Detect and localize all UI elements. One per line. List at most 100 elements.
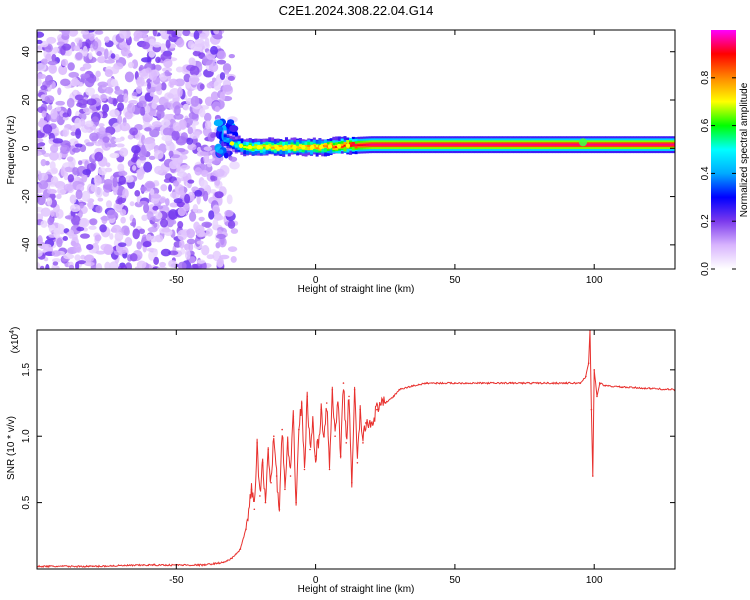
signal-band-segment xyxy=(399,143,403,146)
signal-band-segment xyxy=(471,143,475,146)
signal-band-segment xyxy=(454,143,458,146)
signal-band-segment xyxy=(413,143,417,146)
noise-blob xyxy=(165,39,171,49)
noise-blob xyxy=(46,36,57,44)
noise-blob xyxy=(38,172,49,182)
spectrogram-ytick-label: -20 xyxy=(21,189,32,204)
noise-blob xyxy=(88,225,97,230)
noise-blob xyxy=(127,61,134,69)
snr-multiplier-label: (x104) xyxy=(9,327,21,354)
colorbar-tick-label: 0.6 xyxy=(700,118,711,132)
noise-blob xyxy=(72,89,78,95)
transition-blob xyxy=(223,152,229,159)
snr-ytick-label: 1.5 xyxy=(21,362,32,376)
noise-blob xyxy=(132,165,137,171)
noise-blob xyxy=(66,97,75,108)
snr-point xyxy=(537,382,540,384)
snr-plot-frame xyxy=(36,329,676,570)
signal-band-segment xyxy=(491,143,495,146)
signal-band-segment xyxy=(496,143,500,146)
noise-blob xyxy=(37,39,43,44)
signal-band-segment xyxy=(343,142,347,152)
snr-point xyxy=(481,382,484,384)
snr-point xyxy=(259,495,261,497)
noise-blob xyxy=(179,119,187,130)
snr-point xyxy=(331,388,334,391)
noise-blob xyxy=(37,235,43,247)
noise-blob xyxy=(67,62,75,71)
signal-band-segment xyxy=(610,143,614,146)
noise-blob xyxy=(203,146,213,152)
noise-blob xyxy=(77,81,84,87)
snr-point xyxy=(596,395,598,398)
snr-point xyxy=(592,475,594,477)
noise-blob xyxy=(194,38,205,48)
signal-band-segment xyxy=(505,143,509,146)
snr-point xyxy=(261,461,264,464)
snr-point xyxy=(275,475,278,477)
signal-band-segment xyxy=(382,143,386,146)
noise-blob xyxy=(136,158,141,169)
noise-blob xyxy=(97,167,107,176)
noise-blob xyxy=(177,229,188,241)
noise-blob xyxy=(176,38,185,48)
noise-blob xyxy=(153,249,158,257)
noise-blob xyxy=(121,249,127,255)
noise-blob xyxy=(222,63,232,73)
snr-ylabel: SNR (10 * v/v) xyxy=(6,416,17,480)
snr-point xyxy=(649,387,651,390)
noise-blob xyxy=(131,145,141,154)
signal-band-segment xyxy=(234,142,238,148)
snr-point xyxy=(412,384,414,387)
noise-blob xyxy=(95,70,101,78)
signal-band-segment xyxy=(624,143,628,146)
signal-band-segment xyxy=(569,143,573,146)
noise-blob xyxy=(209,45,218,55)
noise-blob xyxy=(53,227,61,239)
noise-blob xyxy=(40,220,48,228)
noise-blob xyxy=(187,179,195,184)
noise-blob xyxy=(123,93,129,104)
noise-blob xyxy=(208,210,215,220)
noise-blob xyxy=(149,92,155,97)
noise-blob xyxy=(147,226,158,233)
noise-blob xyxy=(182,30,191,37)
noise-blob xyxy=(179,154,188,160)
noise-blob xyxy=(173,198,183,204)
noise-blob xyxy=(46,114,51,122)
noise-blob xyxy=(94,30,104,35)
noise-blob xyxy=(81,190,91,202)
noise-blob xyxy=(50,176,59,186)
noise-blob xyxy=(188,74,200,86)
noise-blob xyxy=(88,52,93,60)
noise-blob xyxy=(156,109,165,119)
signal-peak xyxy=(310,144,315,150)
noise-blob xyxy=(190,95,200,107)
noise-blob xyxy=(104,261,111,269)
signal-peak xyxy=(256,144,261,150)
signal-band-segment xyxy=(349,142,353,148)
noise-blob xyxy=(60,166,66,177)
noise-blob xyxy=(198,232,208,237)
snr-point xyxy=(604,384,607,387)
signal-band-segment xyxy=(644,143,648,146)
noise-blob xyxy=(74,254,81,261)
noise-blob xyxy=(135,85,143,94)
noise-blob xyxy=(172,121,181,132)
signal-band-segment xyxy=(635,143,640,146)
noise-blob xyxy=(177,86,183,98)
noise-blob xyxy=(92,40,99,50)
snr-point xyxy=(253,508,256,511)
signal-band-segment xyxy=(298,144,302,150)
noise-blob xyxy=(63,183,74,192)
signal-band-segment xyxy=(466,143,470,146)
signal-band-segment xyxy=(479,143,484,146)
noise-blob xyxy=(49,151,59,161)
noise-blob xyxy=(40,85,48,91)
noise-blob xyxy=(69,194,77,204)
noise-blob xyxy=(174,78,185,87)
signal-band-segment xyxy=(669,143,673,146)
snr-point xyxy=(317,442,320,444)
noise-blob xyxy=(120,216,126,224)
noise-blob xyxy=(37,143,41,149)
